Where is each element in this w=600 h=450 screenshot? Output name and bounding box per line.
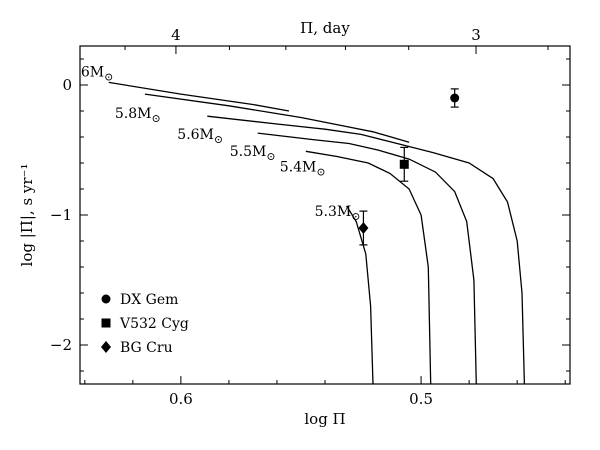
y-axis-label: log |Π̇|, s yr⁻¹ <box>18 164 36 267</box>
model-curve <box>257 132 477 385</box>
model-curve <box>346 205 374 385</box>
legend-label: BG Cru <box>120 340 173 356</box>
model-curve <box>144 93 410 143</box>
curve-label: 6M⊙ <box>81 64 113 83</box>
curve-label: 5.5M⊙ <box>230 144 276 163</box>
x2-axis-label: Π, day <box>300 19 350 37</box>
legend: DX Gem V532 Cyg BG Cru <box>101 292 189 356</box>
model-curves <box>108 81 526 385</box>
model-curve <box>305 150 432 385</box>
legend-label: DX Gem <box>120 292 178 308</box>
data-point-circle <box>450 93 460 103</box>
legend-label: V532 Cyg <box>119 316 189 332</box>
y-tick-label: 0 <box>62 76 72 94</box>
curve-label: 5.6M⊙ <box>177 127 223 146</box>
model-curve <box>108 81 290 112</box>
curve-label: 5.3M⊙ <box>315 204 361 223</box>
curve-labels: 6M⊙ 5.8M⊙ 5.6M⊙ 5.5M⊙5.4M⊙ 5.3M⊙ <box>81 64 361 223</box>
x2-tick-label: 4 <box>171 26 181 44</box>
model-curve <box>207 115 526 385</box>
y-tick-label: −2 <box>50 336 72 354</box>
y-tick-label: −1 <box>50 206 72 224</box>
data-point-square <box>399 159 409 169</box>
x2-tick-label: 3 <box>471 26 481 44</box>
observations <box>358 88 460 246</box>
x-axis-label: log Π <box>304 410 345 428</box>
data-point-diamond <box>358 222 369 234</box>
ticks: 0.6 0.5 4 3 0 −1 −2 <box>50 26 570 408</box>
legend-marker-circle <box>101 294 111 304</box>
x-tick-label: 0.6 <box>169 390 193 408</box>
curve-label: 5.4M⊙ <box>280 159 326 178</box>
legend-marker-diamond <box>101 341 111 353</box>
x-tick-label: 0.5 <box>409 390 433 408</box>
legend-marker-square <box>101 318 111 328</box>
curve-label: 5.8M⊙ <box>115 106 161 125</box>
